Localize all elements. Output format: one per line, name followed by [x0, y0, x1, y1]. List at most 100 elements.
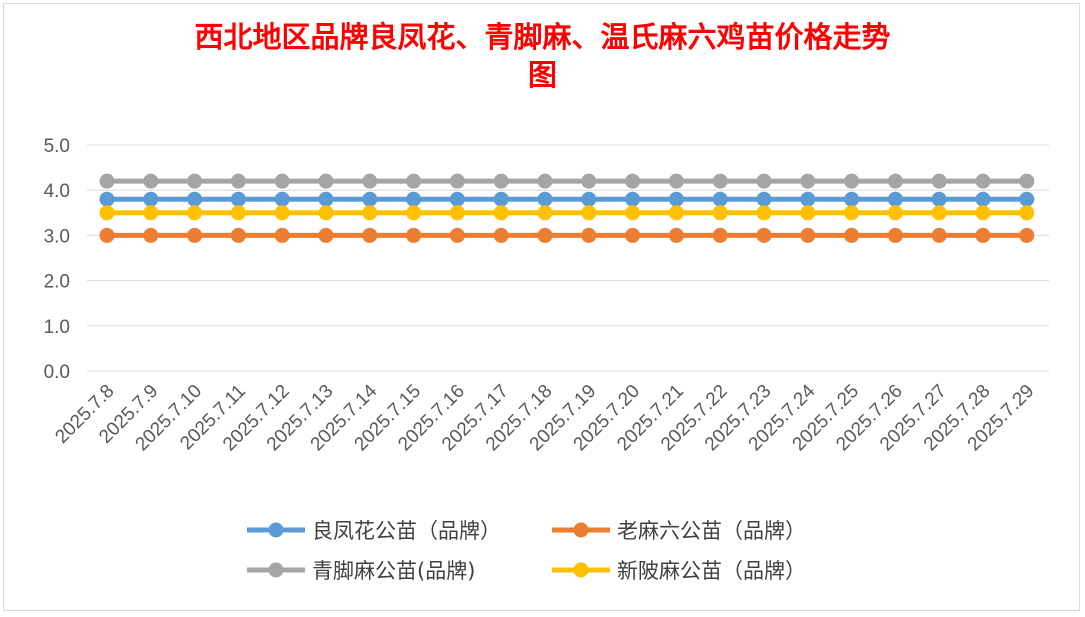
data-point	[230, 173, 246, 189]
data-point	[406, 191, 422, 207]
y-tick-label: 2.0	[44, 272, 70, 293]
data-point	[581, 205, 597, 221]
legend-label: 良凤花公苗（品牌）	[312, 519, 501, 543]
data-point	[625, 227, 641, 243]
legend-marker	[268, 522, 284, 538]
data-point	[537, 173, 553, 189]
data-point	[362, 191, 378, 207]
data-point	[493, 205, 509, 221]
y-tick-label: 3.0	[44, 226, 70, 247]
data-point	[800, 205, 816, 221]
data-point	[362, 173, 378, 189]
data-point	[931, 173, 947, 189]
data-point	[362, 227, 378, 243]
data-point	[143, 205, 159, 221]
data-point	[187, 205, 203, 221]
data-point	[493, 227, 509, 243]
data-point	[187, 191, 203, 207]
legend: 良凤花公苗（品牌） 老麻六公苗（品牌） 青脚麻公苗(品牌) 新陂麻公苗（品牌）	[247, 519, 806, 583]
data-point	[1019, 205, 1035, 221]
legend-item: 青脚麻公苗(品牌)	[247, 559, 475, 583]
legend-item: 良凤花公苗（品牌）	[247, 519, 501, 543]
data-point	[931, 191, 947, 207]
data-point	[449, 173, 465, 189]
chart-frame	[3, 3, 1080, 611]
data-point	[230, 191, 246, 207]
data-point	[318, 173, 334, 189]
data-point	[187, 173, 203, 189]
data-point	[712, 173, 728, 189]
series-1	[99, 227, 1035, 243]
legend-marker	[268, 562, 284, 578]
y-axis-ticks: 0.0 1.0 2.0 3.0 4.0 5.0	[44, 136, 70, 383]
data-point	[887, 227, 903, 243]
data-point	[1019, 173, 1035, 189]
data-point	[493, 173, 509, 189]
data-point	[844, 205, 860, 221]
data-point	[274, 173, 290, 189]
data-point	[712, 205, 728, 221]
data-point	[931, 227, 947, 243]
data-point	[668, 191, 684, 207]
data-point	[362, 205, 378, 221]
data-point	[318, 227, 334, 243]
data-point	[537, 191, 553, 207]
data-point	[143, 191, 159, 207]
legend-label: 老麻六公苗（品牌）	[617, 519, 806, 543]
x-axis-ticks: 2025.7.82025.7.92025.7.102025.7.112025.7…	[51, 380, 1038, 455]
data-point	[537, 227, 553, 243]
data-point	[625, 205, 641, 221]
data-point	[1019, 191, 1035, 207]
data-point	[406, 227, 422, 243]
legend-item: 新陂麻公苗（品牌）	[552, 559, 806, 583]
series-3	[99, 205, 1035, 221]
data-point	[581, 191, 597, 207]
data-point	[887, 173, 903, 189]
data-point	[844, 227, 860, 243]
y-tick-label: 0.0	[44, 362, 70, 383]
data-point	[668, 205, 684, 221]
data-point	[581, 173, 597, 189]
data-point	[800, 191, 816, 207]
y-tick-label: 4.0	[44, 181, 70, 202]
series-2	[99, 173, 1035, 189]
data-point	[230, 227, 246, 243]
data-point	[406, 205, 422, 221]
data-point	[887, 191, 903, 207]
data-point	[975, 227, 991, 243]
data-point	[931, 205, 947, 221]
data-point	[712, 191, 728, 207]
data-point	[449, 205, 465, 221]
data-point	[406, 173, 422, 189]
data-point	[844, 191, 860, 207]
legend-item: 老麻六公苗（品牌）	[552, 519, 806, 543]
data-point	[449, 227, 465, 243]
legend-marker	[573, 522, 589, 538]
data-point	[274, 227, 290, 243]
data-point	[625, 173, 641, 189]
series-0	[99, 191, 1035, 207]
data-point	[230, 205, 246, 221]
series-lines	[99, 173, 1035, 243]
data-point	[756, 191, 772, 207]
data-point	[449, 191, 465, 207]
data-point	[1019, 227, 1035, 243]
data-point	[975, 191, 991, 207]
data-point	[844, 173, 860, 189]
legend-label: 青脚麻公苗(品牌)	[312, 559, 475, 583]
data-point	[668, 173, 684, 189]
data-point	[187, 227, 203, 243]
data-point	[99, 205, 115, 221]
data-point	[318, 191, 334, 207]
data-point	[99, 191, 115, 207]
data-point	[712, 227, 728, 243]
data-point	[581, 227, 597, 243]
legend-label: 新陂麻公苗（品牌）	[617, 559, 806, 583]
data-point	[99, 227, 115, 243]
data-point	[668, 227, 684, 243]
data-point	[975, 205, 991, 221]
data-point	[800, 227, 816, 243]
legend-marker	[573, 562, 589, 578]
y-tick-label: 5.0	[44, 136, 70, 157]
